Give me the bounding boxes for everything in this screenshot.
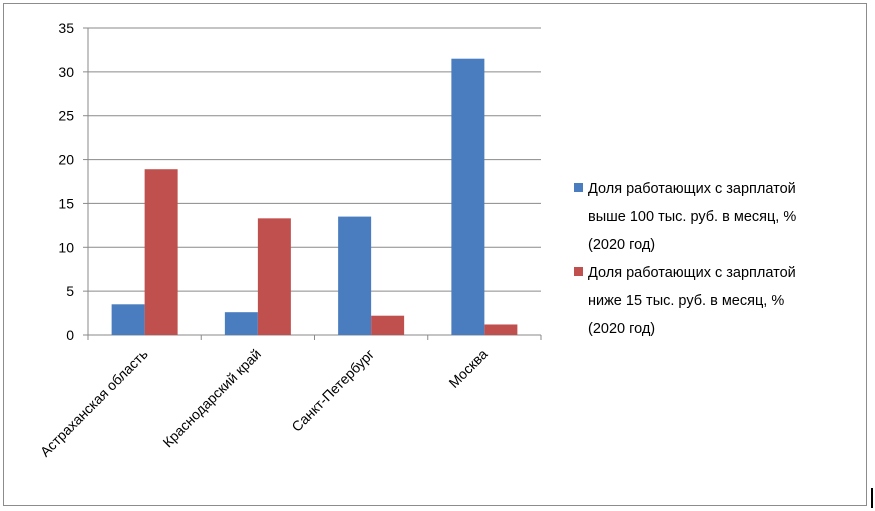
bar [338,216,372,335]
legend-swatch [574,183,583,192]
legend-label: Доля работающих с зарплатой [588,181,796,197]
bar [484,324,518,335]
y-tick-label: 0 [66,327,74,343]
y-tick-label: 30 [58,64,74,80]
y-tick-label: 25 [58,108,74,124]
legend-label: Доля работающих с зарплатой [588,265,796,281]
bar [224,312,258,335]
text-cursor [871,488,873,508]
bar [257,218,291,335]
bar-chart: 0 5 10 15 20 25 30 35 Астраханская область Красн… [37,20,797,460]
y-tick-label: 20 [58,152,74,168]
category-label: Санкт-Петербург [288,346,377,435]
legend-item: Доля работающих с зарплатой ниже 15 тыс. … [574,265,796,337]
legend-item: Доля работающих с зарплатой выше 100 тыс.… [574,181,796,253]
chart-frame: 0 5 10 15 20 25 30 35 Астраханская область Красн… [3,3,867,506]
category-label: Краснодарский край [159,346,264,451]
legend-label: выше 100 тыс. руб. в месяц, % [588,209,796,225]
bar [144,169,178,335]
legend-label: ниже 15 тыс. руб. в месяц, % [588,293,784,309]
legend: Доля работающих с зарплатой выше 100 тыс.… [574,181,796,337]
legend-label: (2020 год) [588,321,655,337]
y-axis: 0 5 10 15 20 25 30 35 [58,20,89,343]
bars [111,58,518,335]
bar [111,304,145,335]
category-label: Москва [445,346,490,391]
y-tick-label: 35 [58,20,74,36]
y-tick-label: 5 [66,283,74,299]
legend-label: (2020 год) [588,237,655,253]
y-tick-label: 10 [58,239,74,255]
bar [371,315,405,335]
x-axis: Астраханская область Краснодарский край Са… [37,334,542,460]
legend-swatch [574,267,583,276]
category-label: Астраханская область [37,346,151,460]
bar [451,58,485,335]
y-tick-label: 15 [58,195,74,211]
